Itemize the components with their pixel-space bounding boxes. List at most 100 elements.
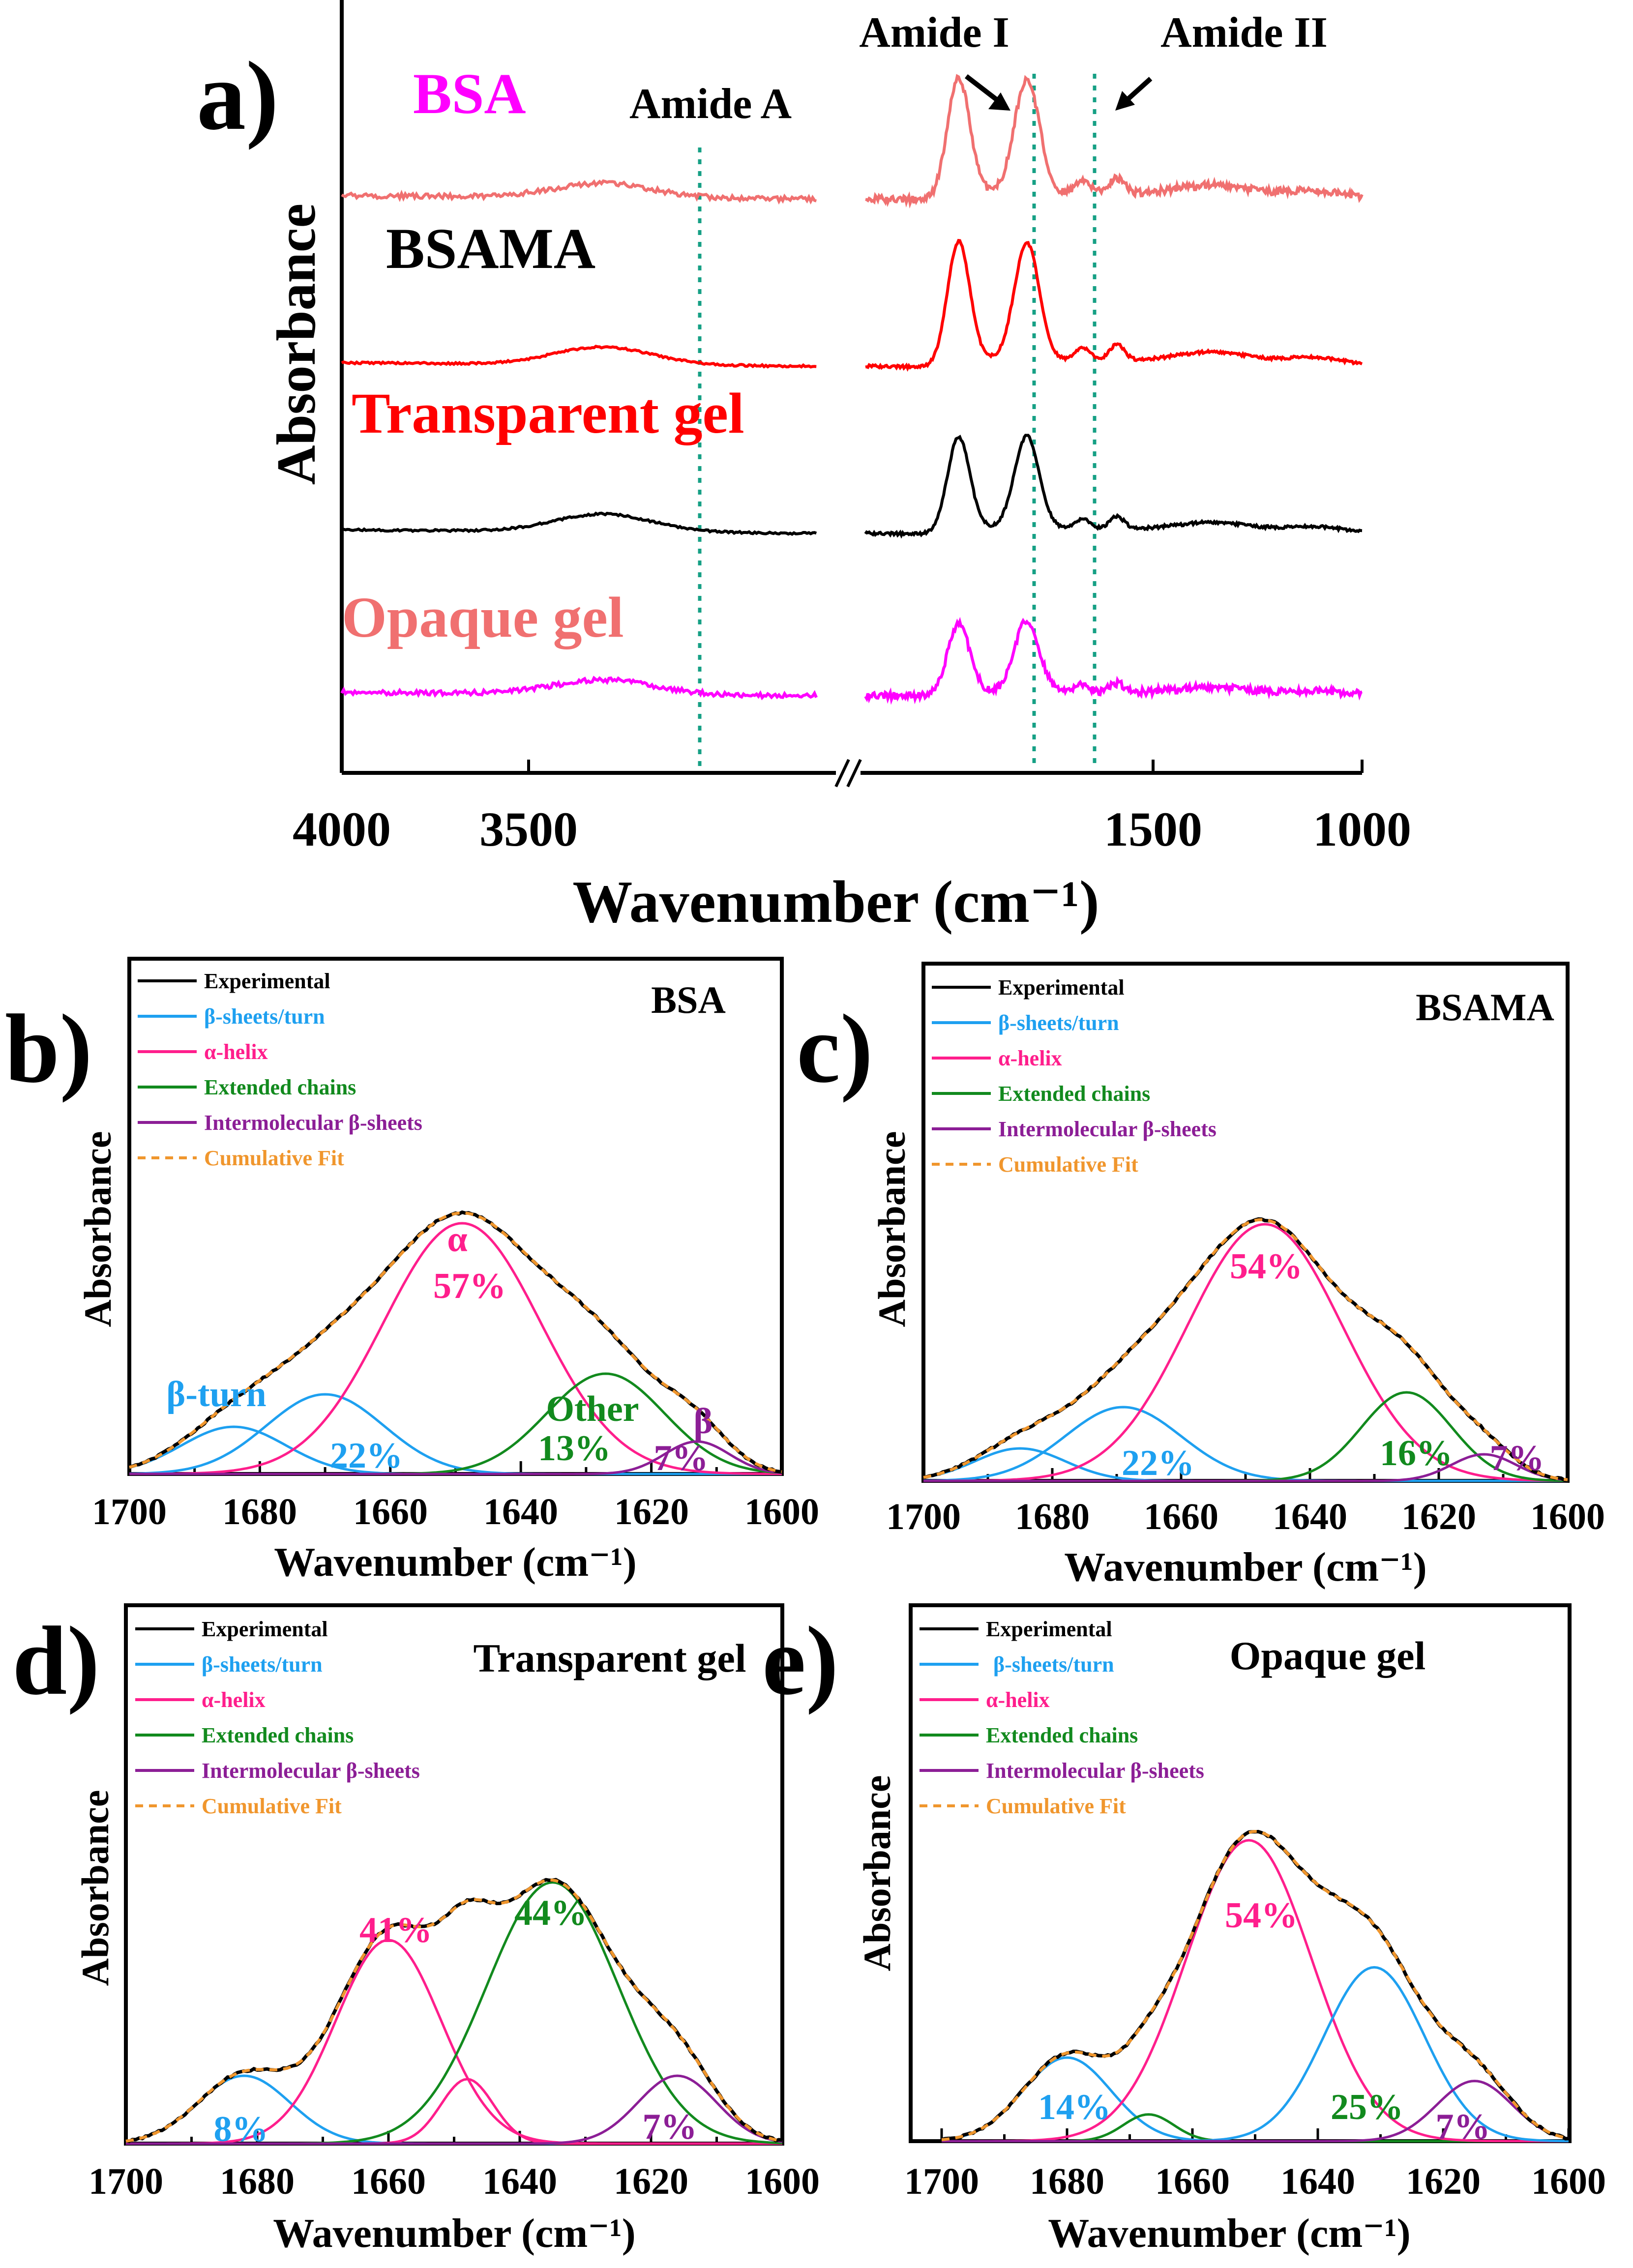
- tick-label: 1620: [1401, 1496, 1476, 1537]
- spectrum-right-bsama: [864, 434, 1363, 539]
- panel-a-tick-label: 4000: [293, 802, 391, 856]
- tick-label: 1700: [89, 2161, 163, 2202]
- panel-e-label: e): [762, 1607, 838, 1715]
- arrow-amide-ii: [1115, 77, 1153, 111]
- experimental-curve: [941, 1829, 1569, 2142]
- experimental-curve: [125, 1878, 783, 2144]
- label-amide-ii: Amide II: [1160, 9, 1328, 57]
- legend-beta-sheets-turn: β-sheets/turn: [993, 1652, 1114, 1677]
- cumulative-fit-curve: [941, 1829, 1569, 2142]
- annot-intermolecular-percent: 7%: [654, 1438, 709, 1478]
- component-curve-1: [129, 1393, 782, 1475]
- legend-cumulative-fit: Cumulative Fit: [986, 1794, 1126, 1818]
- legend-alpha-helix: α-helix: [986, 1688, 1050, 1712]
- legend-intermolecular: Intermolecular β-sheets: [204, 1111, 422, 1135]
- series-label-transparent-gel: Transparent gel: [352, 381, 744, 445]
- tick-label: 1620: [614, 1491, 689, 1532]
- annot-beta-percent: 22%: [330, 1436, 403, 1476]
- panel-c: c) Absorbance BSAMA Wavenumber (cm⁻¹) Ex…: [797, 962, 1605, 1590]
- annot-beta-percent: 22%: [1122, 1443, 1194, 1483]
- annot-other: Other: [546, 1389, 639, 1429]
- panel-d-label: d): [12, 1607, 100, 1715]
- annot-intermolecular-percent: 7%: [643, 2107, 697, 2147]
- legend-alpha-helix: α-helix: [204, 1040, 268, 1064]
- panel-d-ylabel: Absorbance: [74, 1790, 117, 1986]
- tick-label: 1620: [1406, 2161, 1481, 2202]
- annot-alpha-percent: 54%: [1225, 1895, 1298, 1936]
- legend-cumulative-fit: Cumulative Fit: [998, 1152, 1138, 1177]
- tick-label: 1680: [222, 1491, 297, 1532]
- cumulative-fit-curve: [129, 1211, 782, 1473]
- legend-experimental: Experimental: [986, 1617, 1112, 1641]
- panel-e-annotations: 14% 54% 25% 7%: [1038, 1895, 1490, 2147]
- panel-d: d) Absorbance Transparent gel Wavenumber…: [12, 1603, 820, 2256]
- annot-other-percent: 13%: [538, 1428, 611, 1469]
- tick-label: 1660: [353, 1491, 428, 1532]
- panel-b-legend: Experimental β-sheets/turn α-helix Exten…: [138, 969, 422, 1170]
- component-curve-1: [923, 1406, 1568, 1482]
- panel-b-title: BSA: [651, 978, 726, 1021]
- annot-extended-percent: 44%: [514, 1893, 587, 1933]
- panel-e-xlabel: Wavenumber (cm⁻¹): [1048, 2210, 1411, 2256]
- panel-d-frame: [124, 1603, 784, 2146]
- panel-a-ylabel: Absorbance: [266, 204, 327, 485]
- spectrum-right-opaque-gel: [865, 74, 1364, 209]
- panel-e-title: Opaque gel: [1230, 1633, 1426, 1678]
- component-curve-2: [129, 1222, 782, 1475]
- panel-e-curves: [940, 1829, 1570, 2143]
- annot-beta-percent: 14%: [1038, 2087, 1111, 2127]
- label-amide-a: Amide A: [629, 80, 792, 128]
- panel-a-xlabel: Wavenumber (cm⁻¹): [572, 869, 1099, 935]
- panel-a: a) Absorbance 4000 3500 1500 1000 Wavenu…: [197, 0, 1411, 935]
- panel-b-curves: [128, 1210, 783, 1475]
- annot-alpha-percent: 57%: [433, 1266, 506, 1306]
- legend-beta-sheets-turn: β-sheets/turn: [204, 1004, 325, 1029]
- panel-c-title: BSAMA: [1416, 986, 1554, 1029]
- spectrum-left-bsama: [341, 511, 817, 536]
- legend-cumulative-fit: Cumulative Fit: [202, 1794, 342, 1818]
- tick-label: 1700: [886, 1496, 961, 1537]
- annot-alpha-percent: 41%: [359, 1910, 432, 1950]
- panel-c-label: c): [797, 995, 873, 1103]
- series-label-bsama: BSAMA: [386, 216, 595, 281]
- legend-beta-sheets-turn: β-sheets/turn: [202, 1652, 323, 1677]
- tick-label: 1600: [1531, 2161, 1606, 2202]
- tick-label: 1640: [1280, 2161, 1355, 2202]
- panel-e-frame: [909, 1603, 1572, 2143]
- panel-e: e) Absorbance Opaque gel Wavenumber (cm⁻…: [762, 1603, 1606, 2256]
- panel-c-annotations: 22% 54% 16% 7%: [1122, 1246, 1544, 1483]
- component-curve-4: [923, 1453, 1568, 1482]
- legend-intermolecular: Intermolecular β-sheets: [986, 1759, 1204, 1783]
- legend-beta-sheets-turn: β-sheets/turn: [998, 1011, 1119, 1035]
- tick-label: 1640: [1273, 1496, 1347, 1537]
- panel-a-tick-label: 1000: [1313, 802, 1411, 856]
- legend-intermolecular: Intermolecular β-sheets: [998, 1117, 1217, 1141]
- panel-b-annotations: β-turn 22% α 57% Other 13% β 7%: [166, 1219, 713, 1478]
- legend-extended-chains: Extended chains: [998, 1082, 1150, 1106]
- tick-label: 1660: [1144, 1496, 1218, 1537]
- annot-alpha-percent: 54%: [1230, 1246, 1303, 1287]
- series-label-opaque-gel: Opaque gel: [342, 585, 624, 649]
- panel-b-ylabel: Absorbance: [76, 1131, 119, 1327]
- tick-label: 1700: [92, 1491, 167, 1532]
- panel-e-ticks: 1700 1680 1660 1640 1620 1600: [904, 2161, 1606, 2202]
- tick-label: 1600: [1530, 1496, 1605, 1537]
- panel-c-curves: [922, 1217, 1569, 1482]
- panel-b: b) Absorbance BSA Wavenumber (cm⁻¹) Expe…: [5, 957, 819, 1585]
- panel-d-xlabel: Wavenumber (cm⁻¹): [273, 2210, 636, 2256]
- cumulative-fit-curve: [125, 1878, 783, 2143]
- panel-a-label: a): [197, 42, 279, 150]
- tick-label: 1640: [482, 2161, 557, 2202]
- spectrum-left-opaque-gel: [341, 179, 817, 205]
- panel-c-legend: Experimental β-sheets/turn α-helix Exten…: [932, 975, 1217, 1177]
- spectrum-right-bsa: [864, 617, 1363, 705]
- panel-e-legend: Experimental β-sheets/turn α-helix Exten…: [920, 1617, 1204, 1818]
- component-curve-4: [129, 1440, 782, 1475]
- legend-intermolecular: Intermolecular β-sheets: [202, 1759, 420, 1783]
- panel-c-ticks: 1700 1680 1660 1640 1620 1600: [886, 1496, 1605, 1537]
- legend-experimental: Experimental: [998, 975, 1125, 1000]
- panel-a-tick-label: 3500: [479, 802, 578, 856]
- component-curve-4: [126, 2074, 783, 2145]
- legend-cumulative-fit: Cumulative Fit: [204, 1146, 344, 1170]
- panel-a-axis-break-mark: [834, 759, 850, 788]
